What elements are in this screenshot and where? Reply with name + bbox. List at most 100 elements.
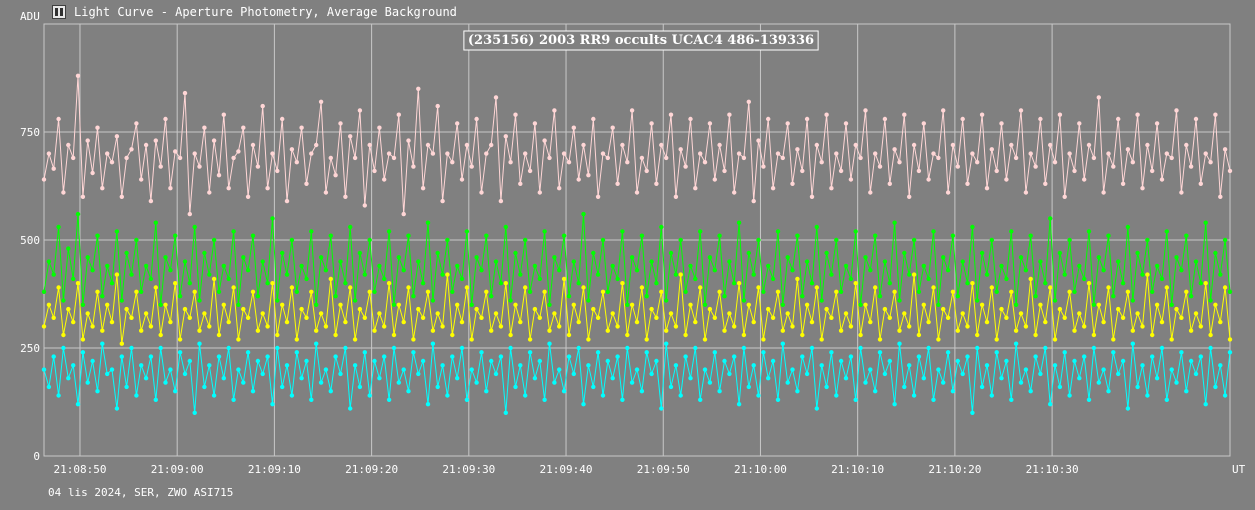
data-point: [707, 380, 713, 385]
data-point: [1125, 406, 1131, 411]
data-point: [873, 151, 878, 156]
data-point: [659, 289, 664, 294]
data-point: [192, 224, 197, 230]
data-point: [493, 311, 499, 316]
data-point: [416, 371, 421, 377]
data-point: [503, 281, 508, 286]
data-point: [902, 384, 907, 390]
data-point: [620, 397, 625, 402]
data-point: [1086, 229, 1092, 234]
data-point: [1067, 393, 1072, 398]
data-point: [1174, 306, 1179, 312]
data-point: [717, 233, 722, 238]
data-point: [649, 306, 654, 312]
data-point: [1222, 285, 1228, 290]
data-point: [834, 151, 839, 156]
data-point: [455, 376, 460, 381]
data-point: [576, 281, 581, 286]
data-point: [406, 138, 411, 143]
data-point: [639, 285, 645, 290]
data-point: [173, 389, 178, 394]
data-point: [503, 134, 508, 139]
data-point: [921, 302, 926, 307]
data-point: [688, 116, 693, 122]
data-point: [722, 168, 727, 174]
data-point: [396, 255, 401, 260]
data-point: [882, 306, 888, 312]
data-point: [664, 155, 669, 161]
data-point: [124, 306, 129, 312]
data-point: [532, 306, 538, 312]
data-point: [834, 237, 839, 243]
data-point: [1013, 302, 1019, 307]
data-point: [119, 354, 125, 359]
data-point: [231, 229, 236, 234]
light-curve-app-icon[interactable]: [52, 5, 66, 19]
data-point: [1145, 237, 1150, 243]
data-point: [1135, 250, 1140, 256]
data-point: [1188, 358, 1194, 364]
data-point: [1116, 116, 1121, 122]
data-point: [493, 371, 499, 377]
data-point: [498, 281, 504, 286]
data-point: [610, 376, 615, 381]
data-point: [396, 112, 401, 117]
data-point: [304, 276, 309, 282]
data-point: [1213, 302, 1218, 307]
data-point: [46, 384, 52, 390]
data-point: [770, 186, 776, 191]
data-point: [1213, 250, 1218, 256]
data-point: [61, 332, 66, 338]
data-point: [211, 276, 217, 282]
data-point: [688, 376, 693, 381]
data-point: [955, 294, 960, 299]
data-point: [1048, 285, 1053, 290]
data-point: [785, 121, 790, 126]
data-point: [105, 302, 110, 307]
data-point: [911, 272, 917, 277]
data-point: [1077, 263, 1082, 269]
data-point: [484, 151, 489, 156]
data-point: [1203, 151, 1208, 156]
data-point: [1150, 332, 1155, 338]
data-point: [1222, 147, 1228, 152]
data-point: [523, 151, 528, 156]
data-point: [80, 350, 86, 355]
x-tick-label: 21:09:20: [345, 463, 398, 476]
data-point: [1038, 259, 1043, 264]
data-point: [134, 393, 139, 398]
data-point: [1193, 116, 1199, 122]
data-point: [255, 294, 261, 299]
data-point: [1154, 376, 1160, 381]
data-point: [907, 324, 912, 329]
data-point: [1222, 393, 1228, 398]
data-point: [527, 168, 533, 174]
data-point: [71, 155, 76, 161]
data-point: [265, 354, 270, 359]
data-point: [1116, 259, 1121, 264]
data-point: [119, 341, 125, 346]
data-point: [775, 397, 781, 402]
data-point: [766, 116, 771, 122]
data-point: [761, 337, 766, 342]
data-point: [989, 285, 994, 290]
data-point: [90, 268, 95, 273]
data-point: [615, 324, 620, 329]
data-point: [654, 181, 659, 186]
data-point: [265, 186, 270, 191]
data-point: [105, 263, 110, 269]
data-point: [489, 294, 494, 299]
data-point: [586, 173, 591, 178]
data-point: [284, 272, 290, 277]
data-point: [644, 337, 649, 342]
data-point: [129, 345, 134, 351]
x-tick-label: 21:10:10: [831, 463, 884, 476]
data-point: [396, 302, 401, 307]
data-point: [1018, 380, 1024, 385]
data-point: [163, 116, 168, 122]
data-point: [824, 384, 829, 390]
data-point: [1169, 337, 1174, 342]
data-point: [970, 281, 975, 286]
data-point: [489, 328, 494, 333]
data-point: [936, 155, 941, 161]
